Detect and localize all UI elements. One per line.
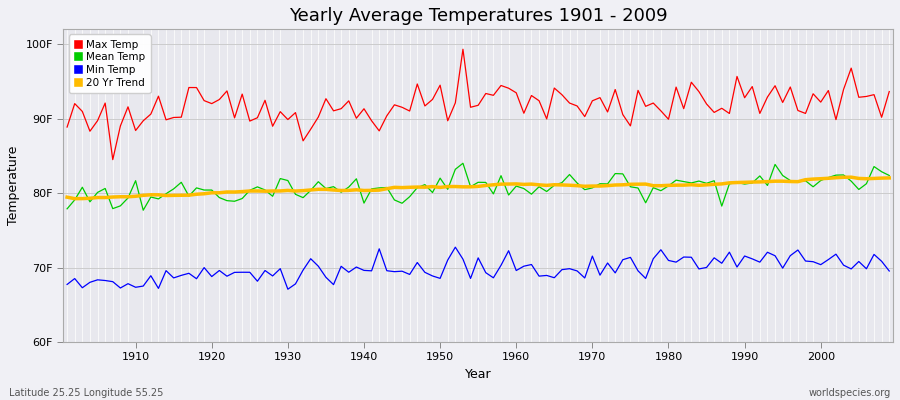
X-axis label: Year: Year: [465, 368, 491, 381]
Title: Yearly Average Temperatures 1901 - 2009: Yearly Average Temperatures 1901 - 2009: [289, 7, 668, 25]
Text: Latitude 25.25 Longitude 55.25: Latitude 25.25 Longitude 55.25: [9, 388, 164, 398]
Legend: Max Temp, Mean Temp, Min Temp, 20 Yr Trend: Max Temp, Mean Temp, Min Temp, 20 Yr Tre…: [68, 34, 150, 93]
Y-axis label: Temperature: Temperature: [7, 146, 20, 225]
Text: worldspecies.org: worldspecies.org: [809, 388, 891, 398]
